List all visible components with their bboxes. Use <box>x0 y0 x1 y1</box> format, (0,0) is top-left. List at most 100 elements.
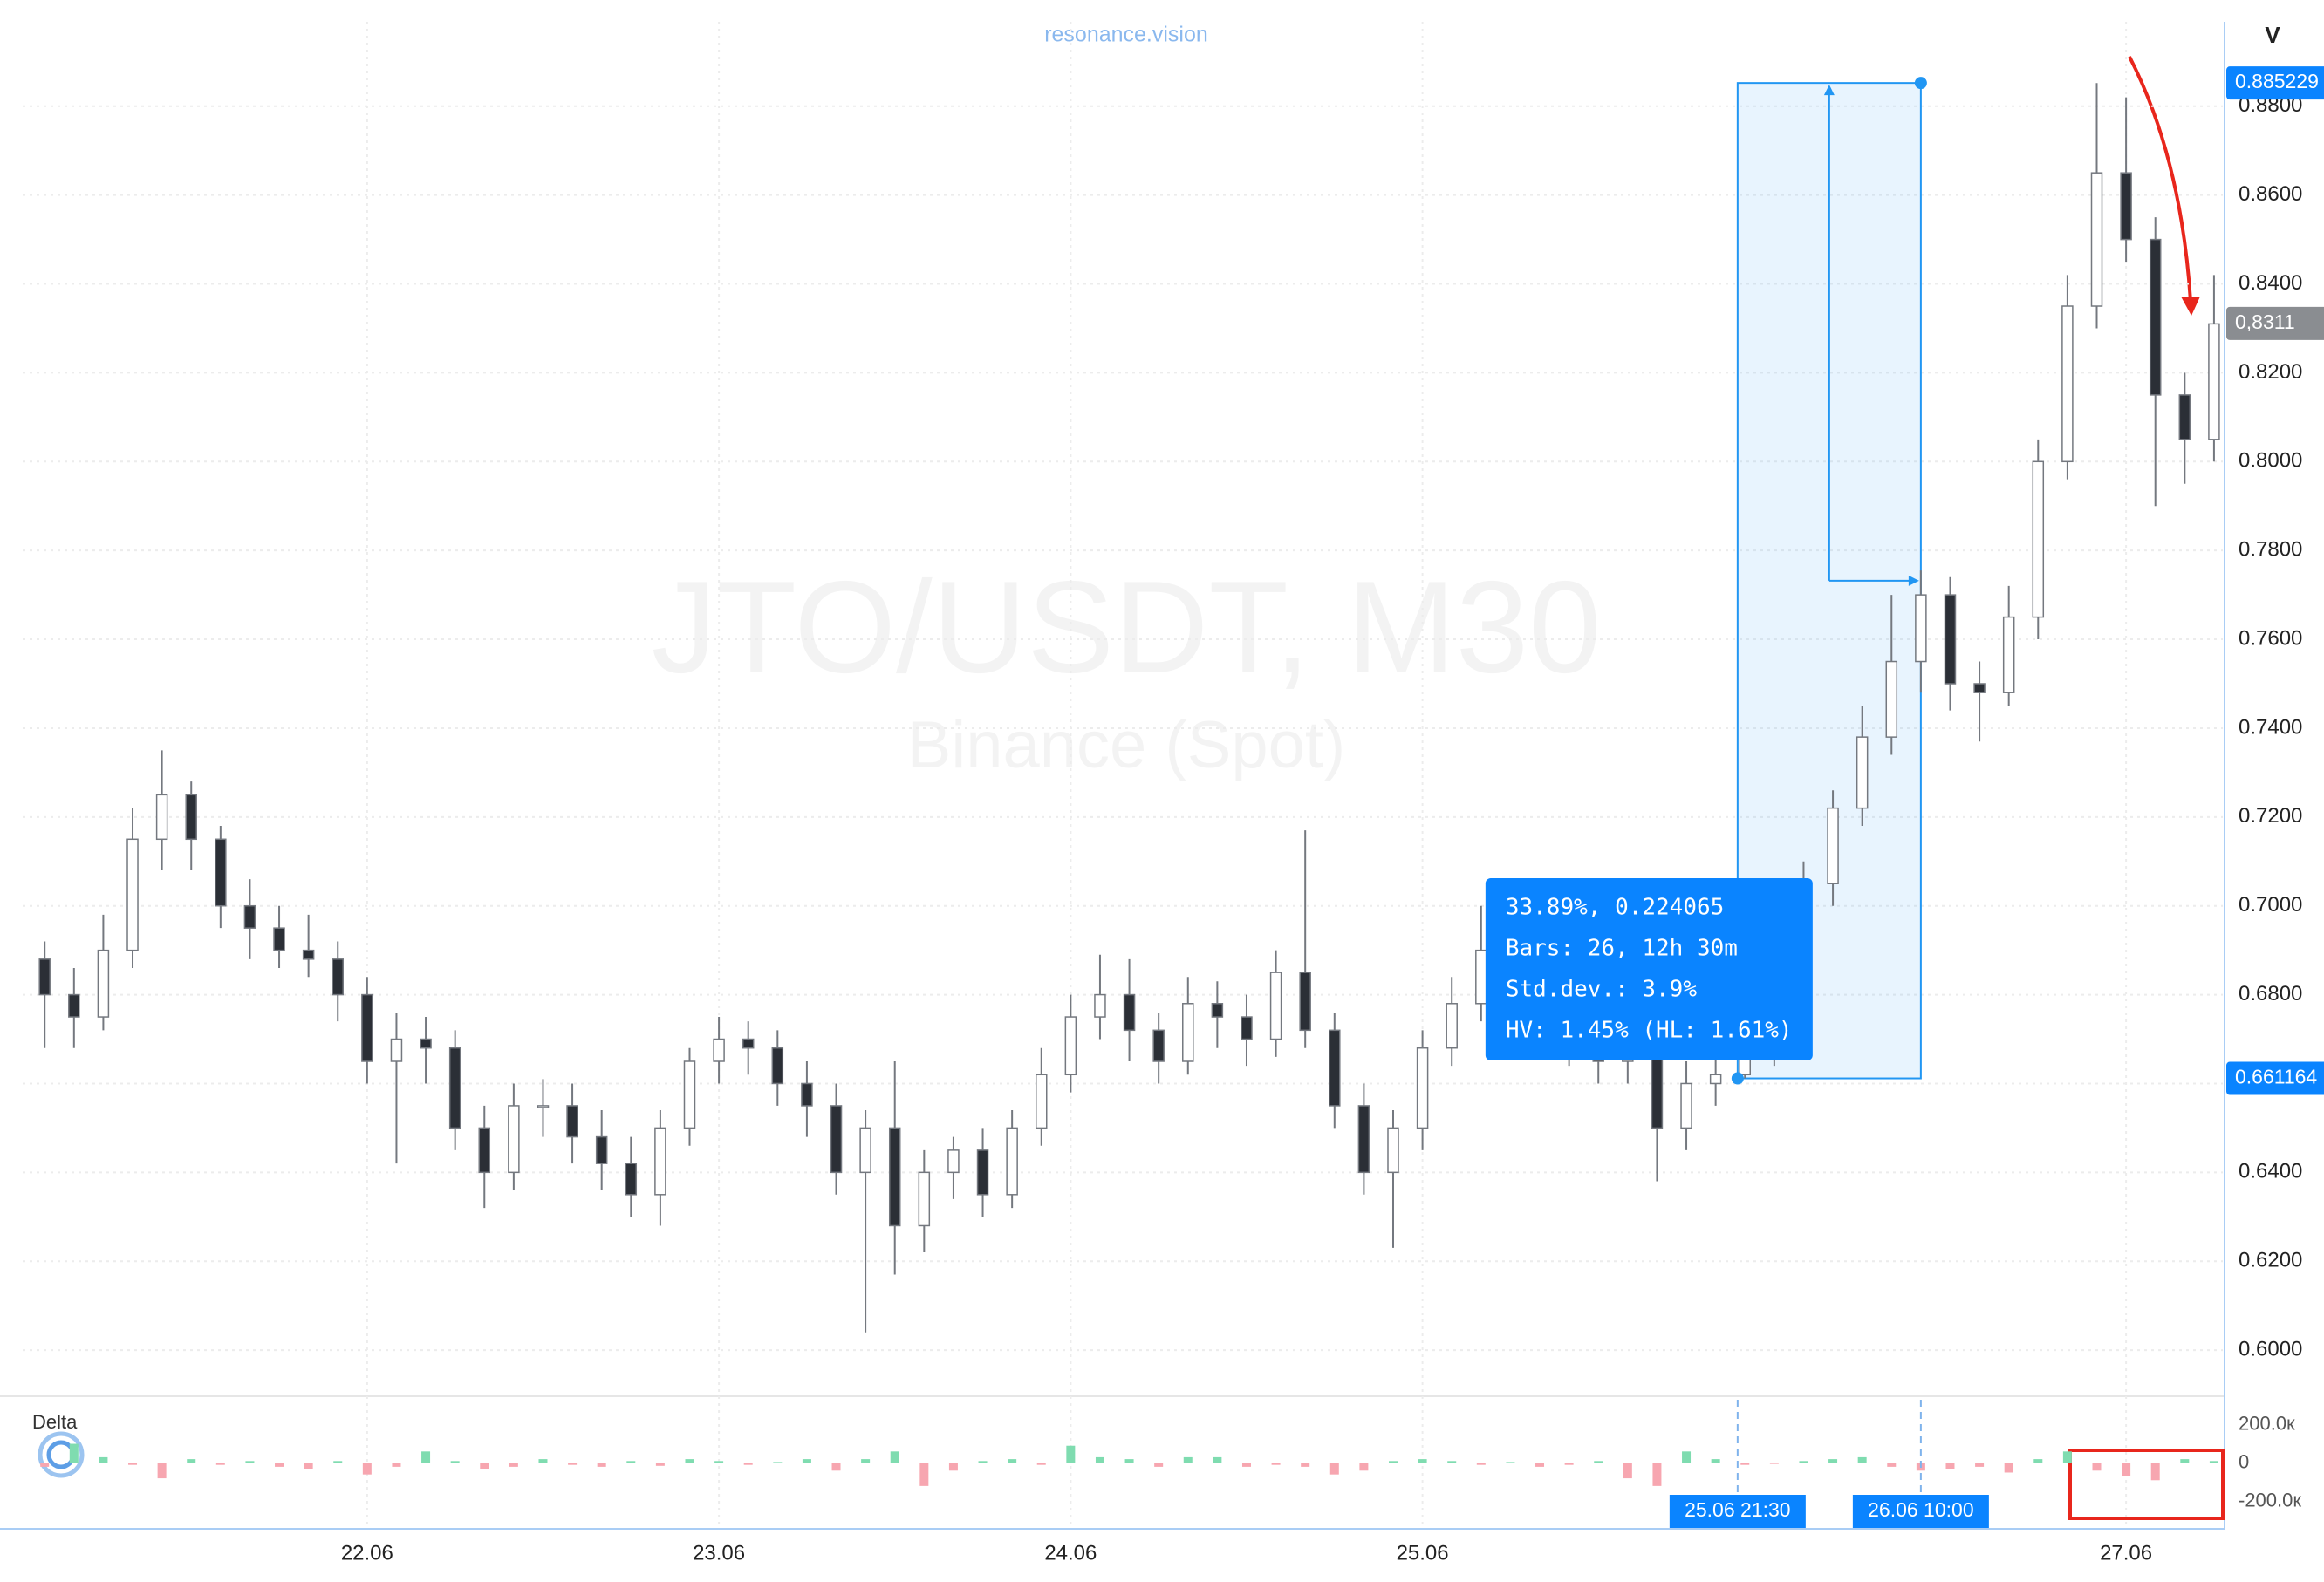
candle-body <box>947 1149 960 1174</box>
delta-bar <box>1066 1445 1076 1463</box>
delta-tick-label: -200.0к <box>2239 1489 2301 1510</box>
price-tag-label: 0.885229 <box>2235 70 2319 92</box>
candle-body <box>2090 172 2103 307</box>
annotation-arrow <box>2128 56 2192 302</box>
delta-bar <box>1213 1456 1222 1463</box>
candle-body <box>420 1038 432 1049</box>
candle-body <box>625 1163 638 1196</box>
delta-bar <box>714 1461 724 1463</box>
delta-bar <box>1857 1456 1867 1463</box>
candle-body <box>1885 660 1898 738</box>
candle-body <box>1357 1105 1370 1174</box>
delta-bar <box>1535 1463 1545 1467</box>
candle-body <box>1856 736 1869 809</box>
candle-body <box>1973 683 1986 693</box>
candle-body <box>2061 305 2074 463</box>
delta-bar <box>1329 1463 1339 1475</box>
delta-bar <box>2004 1463 2013 1473</box>
candle-body <box>1709 1074 1722 1085</box>
delta-bar <box>333 1461 343 1463</box>
candle-body <box>390 1038 403 1062</box>
delta-bar <box>69 1443 79 1463</box>
candle-body <box>1241 1016 1253 1040</box>
candle-body <box>1416 1047 1429 1129</box>
delta-bar <box>40 1463 50 1467</box>
delta-tick-label: 200.0к <box>2239 1412 2295 1434</box>
delta-bar <box>1388 1461 1398 1463</box>
candle-body <box>1211 1003 1224 1018</box>
candle-body <box>1446 1003 1458 1049</box>
delta-bar <box>2209 1461 2218 1463</box>
delta-bar <box>1154 1463 1164 1467</box>
candle-body <box>1475 949 1487 1005</box>
y-tick-label: 0.8000 <box>2239 449 2302 473</box>
candle-body <box>185 794 197 841</box>
candle-body <box>2032 460 2045 618</box>
measure-handle <box>1914 77 1927 90</box>
delta-bar <box>215 1463 225 1465</box>
delta-bar <box>1183 1456 1193 1463</box>
delta-bar <box>743 1463 753 1465</box>
delta-bar <box>1887 1463 1897 1467</box>
x-tick-label: 25.06 <box>1397 1541 1449 1565</box>
time-marker-label: 26.06 10:00 <box>1868 1498 1974 1521</box>
measure-tooltip-line: Bars: 26, 12h 30m <box>1506 936 1738 962</box>
delta-bar <box>1594 1461 1603 1463</box>
delta-bar <box>1828 1459 1838 1463</box>
delta-bar <box>421 1451 431 1463</box>
delta-bar <box>1945 1463 1955 1469</box>
candle-body <box>859 1127 872 1174</box>
candle-body <box>683 1060 696 1129</box>
candle-body <box>771 1047 784 1085</box>
delta-bar <box>1271 1463 1281 1465</box>
y-tick-label: 0.8400 <box>2239 271 2302 295</box>
candle-body <box>801 1082 813 1107</box>
delta-bar <box>685 1459 694 1463</box>
candle-body <box>361 993 373 1062</box>
watermark-subtitle: Binance (Spot) <box>907 708 1346 782</box>
candle-body <box>1387 1127 1399 1174</box>
delta-bar <box>802 1459 811 1463</box>
delta-bar <box>1447 1461 1457 1463</box>
candle-body <box>1123 993 1136 1032</box>
delta-bar <box>157 1463 167 1479</box>
delta-bar <box>2150 1463 2160 1481</box>
delta-bar <box>1476 1463 1486 1465</box>
delta-bar <box>773 1462 783 1463</box>
measure-arrowhead <box>1823 85 1835 96</box>
candle-body <box>38 958 51 996</box>
candle-body <box>215 838 227 907</box>
delta-bar <box>1418 1459 1427 1463</box>
candle-body <box>1329 1029 1341 1107</box>
delta-bar <box>99 1456 108 1463</box>
delta-bar <box>538 1459 548 1463</box>
delta-bar <box>919 1463 929 1486</box>
annotation-arrowhead <box>2181 297 2200 316</box>
delta-bar <box>1301 1463 1310 1467</box>
delta-bar <box>1799 1461 1808 1463</box>
delta-bar <box>890 1451 899 1463</box>
y-tick-label: 0.7000 <box>2239 893 2302 917</box>
y-tick-label: 0.8200 <box>2239 360 2302 384</box>
delta-bar <box>245 1461 255 1463</box>
delta-bar <box>1359 1463 1369 1471</box>
delta-label: Delta <box>32 1411 78 1433</box>
y-tick-label: 0.7600 <box>2239 626 2302 650</box>
delta-bar <box>509 1463 518 1467</box>
y-tick-label: 0.6200 <box>2239 1249 2302 1272</box>
delta-bar <box>1711 1459 1720 1463</box>
delta-bar <box>626 1461 636 1463</box>
candle-body <box>654 1127 666 1196</box>
candle-body <box>2149 238 2162 396</box>
candle-body <box>448 1047 461 1129</box>
price-tag <box>2226 66 2324 100</box>
delta-bar <box>1506 1462 1515 1463</box>
y-tick-label: 0.7400 <box>2239 715 2302 739</box>
x-tick-label: 22.06 <box>341 1541 393 1565</box>
delta-bar <box>948 1463 958 1471</box>
y-tick-label: 0.6800 <box>2239 982 2302 1006</box>
delta-bar <box>1769 1463 1779 1464</box>
price-tag <box>2226 306 2324 340</box>
